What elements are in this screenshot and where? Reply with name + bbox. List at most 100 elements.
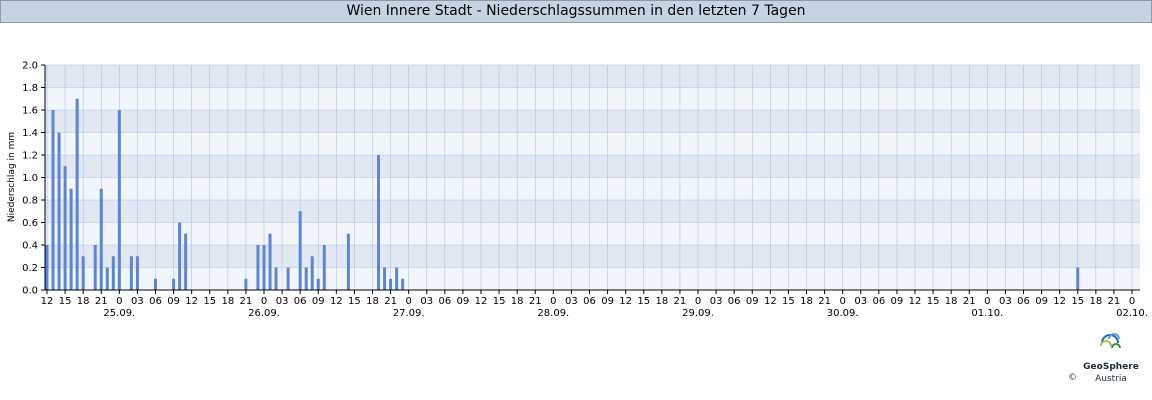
x-tick-label: 15 — [1071, 296, 1084, 307]
precip-bar — [57, 132, 61, 290]
precip-bar — [93, 245, 97, 290]
precip-bar — [244, 278, 248, 290]
x-tick-label: 03 — [420, 296, 433, 307]
y-tick-label: 1.6 — [22, 106, 38, 117]
precip-bar — [129, 256, 133, 290]
x-tick-label: 09 — [891, 296, 904, 307]
x-tick-label: 03 — [710, 296, 723, 307]
precip-bar — [256, 245, 260, 290]
precip-bar — [377, 155, 381, 290]
precip-bar — [111, 256, 115, 290]
plot-band — [45, 177, 1140, 200]
date-label: 27.09. — [393, 308, 425, 319]
x-tick-label: 12 — [185, 296, 198, 307]
x-tick-label: 06 — [438, 296, 451, 307]
x-tick-label: 21 — [95, 296, 108, 307]
x-tick-label: 21 — [674, 296, 687, 307]
x-tick-label: 0 — [839, 296, 845, 307]
date-label: 25.09. — [103, 308, 135, 319]
precip-bar — [75, 98, 79, 290]
x-tick-label: 18 — [221, 296, 234, 307]
y-tick-label: 1.4 — [22, 128, 38, 139]
date-labels: 25.09. 26.09. 27.09. 28.09. 29.09. 30.09. 01.1… — [103, 308, 1147, 319]
x-tick-label: 15 — [203, 296, 216, 307]
plot-band — [45, 222, 1140, 245]
precip-bar — [322, 245, 326, 290]
plot-background — [45, 65, 1140, 290]
x-tick-label: 21 — [240, 296, 253, 307]
x-tick-label: 09 — [1035, 296, 1048, 307]
x-tick-label: 18 — [366, 296, 379, 307]
x-tick-label: 06 — [1017, 296, 1030, 307]
precip-bar — [105, 267, 109, 290]
x-tick-label: 15 — [348, 296, 361, 307]
x-tick-label: 06 — [872, 296, 885, 307]
copyright-symbol: © — [1068, 373, 1077, 383]
precip-bar — [389, 278, 393, 290]
x-tick-label: 06 — [728, 296, 741, 307]
plot-band — [45, 132, 1140, 155]
x-tick-label: 12 — [764, 296, 777, 307]
x-tick-label: 18 — [511, 296, 524, 307]
precip-bar — [383, 267, 387, 290]
x-tick-label: 09 — [601, 296, 614, 307]
y-tick-label: 0.2 — [22, 263, 38, 274]
logo-swirl — [1108, 333, 1120, 340]
logo-swirl — [1111, 343, 1121, 349]
plot-band — [45, 110, 1140, 133]
x-tick-label: 03 — [276, 296, 289, 307]
logo-swirl — [1100, 340, 1112, 347]
date-label: 30.09. — [827, 308, 859, 319]
precip-bar — [184, 233, 188, 290]
x-tick-label: 18 — [77, 296, 90, 307]
x-tick-label: 0 — [984, 296, 990, 307]
x-tick-label: 03 — [999, 296, 1012, 307]
x-tick-label: 15 — [637, 296, 650, 307]
x-tick-label: 06 — [294, 296, 307, 307]
x-tick-label: 03 — [131, 296, 144, 307]
plot-band — [45, 200, 1140, 223]
x-tick-label: 12 — [41, 296, 54, 307]
x-tick-label: 09 — [746, 296, 759, 307]
precip-bar — [1076, 267, 1080, 290]
x-tick-label: 12 — [475, 296, 488, 307]
bars — [45, 98, 1080, 290]
x-tick-label: 09 — [457, 296, 470, 307]
precip-bar — [401, 278, 405, 290]
date-label: 29.09. — [682, 308, 714, 319]
x-tick-label: 12 — [330, 296, 343, 307]
precip-bar — [51, 110, 55, 290]
precip-bar — [268, 233, 272, 290]
x-tick-label: 12 — [619, 296, 632, 307]
plot-band — [45, 155, 1140, 178]
x-tick-labels: 12 15 18 21 0 03 06 09 12 15 18 21 0 03 06 09 12 15 18 21 0 0… — [41, 290, 1135, 307]
x-tick-label: 0 — [116, 296, 122, 307]
precip-bar — [274, 267, 278, 290]
precip-bar — [395, 267, 399, 290]
precip-bar — [63, 166, 67, 290]
x-tick-label: 18 — [655, 296, 668, 307]
precip-bar — [298, 211, 302, 290]
precip-bar — [346, 233, 350, 290]
x-tick-label: 0 — [405, 296, 411, 307]
precip-bar — [117, 110, 121, 290]
precip-bar — [154, 278, 157, 290]
y-tick-label: 1.2 — [22, 151, 38, 162]
x-tick-label: 15 — [927, 296, 940, 307]
x-tick-label: 21 — [963, 296, 976, 307]
logo-sub: Austria — [1095, 374, 1127, 384]
x-tick-label: 06 — [149, 296, 162, 307]
x-tick-label: 09 — [167, 296, 180, 307]
precip-bar — [262, 245, 266, 290]
precip-bar — [172, 278, 176, 290]
precip-bar — [304, 267, 308, 290]
x-tick-label: 0 — [550, 296, 556, 307]
precip-bar — [69, 188, 73, 290]
plot-band — [45, 267, 1140, 290]
precip-bar — [286, 267, 290, 290]
x-tick-label: 18 — [1089, 296, 1102, 307]
precip-bar — [81, 256, 85, 290]
plot-band — [45, 245, 1140, 268]
x-tick-label: 15 — [493, 296, 506, 307]
